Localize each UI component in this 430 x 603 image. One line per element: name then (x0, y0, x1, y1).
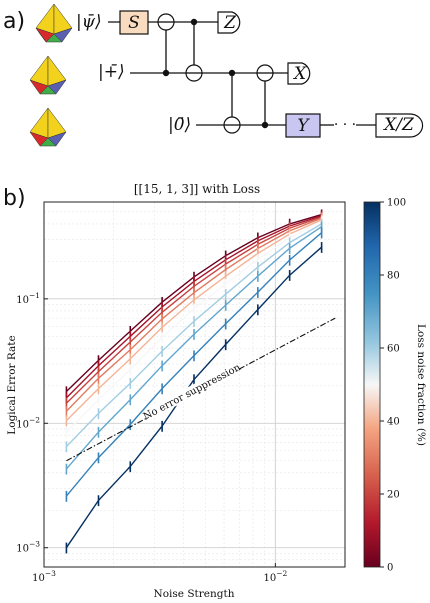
y-gate-label: Y (297, 116, 310, 136)
panel-b-label: b) (3, 186, 26, 211)
y-gate (285, 113, 321, 138)
z-measurement-label: Z (223, 13, 237, 33)
colorbar-tick-label: 80 (387, 271, 400, 282)
s-gate (119, 10, 149, 35)
series-layer (65, 209, 323, 554)
y-tick-label: 10−2 (16, 415, 40, 430)
chart-title: [[15, 1, 3]] with Loss (134, 182, 260, 196)
state-psi: |ψ̄⟩ (76, 12, 102, 32)
cnot-control-dot (261, 121, 269, 129)
y-tick-label: 10−1 (16, 291, 40, 306)
colorbar-tick-label: 100 (387, 198, 406, 209)
colorbar-label: Loss noise fraction (%) (415, 324, 427, 446)
x-measurement-label: X (292, 64, 307, 84)
x-tick-label: 10−2 (263, 569, 287, 584)
colorbar-tick-label: 20 (387, 490, 400, 501)
reference-layer: No error suppression (66, 317, 336, 462)
axis-ticks: 10−3 10−2 10−3 10−2 10−1 (16, 291, 287, 584)
state-plus: |+̄⟩ (98, 62, 125, 82)
s-gate-label: S (128, 13, 140, 33)
x-axis-label: Noise Strength (154, 588, 235, 600)
x-tick-label: 10−3 (32, 569, 56, 584)
state-zero: |0̄⟩ (168, 115, 191, 135)
tetrahedron-icon (29, 55, 67, 95)
cnot-control-dot (162, 69, 170, 77)
colorbar-tick-label: 60 (387, 344, 400, 355)
panel-a-label: a) (3, 9, 25, 34)
z-measurement (217, 11, 241, 34)
x-measurement (287, 62, 311, 85)
ellipsis: · · · (334, 117, 356, 133)
tetrahedron-icon (29, 107, 67, 147)
cnot-control-dot (190, 18, 198, 26)
colorbar-tick-label: 0 (387, 563, 393, 574)
colorbar (363, 201, 381, 568)
plot-frame (43, 201, 346, 568)
tetrahedron-icon (35, 3, 73, 43)
y-axis-label: Logical Error Rate (6, 335, 18, 434)
y-tick-label: 10−3 (16, 540, 40, 555)
ref-label-bg (144, 363, 239, 420)
colorbar-tick-label: 40 (387, 417, 400, 428)
xz-measurement-label: X/Z (382, 115, 415, 135)
cnot-control-dot (228, 69, 236, 77)
colorbar-ticks: 0 20 40 60 80 100 (380, 198, 406, 574)
xz-measurement (375, 113, 424, 138)
series-line (65, 226, 322, 470)
